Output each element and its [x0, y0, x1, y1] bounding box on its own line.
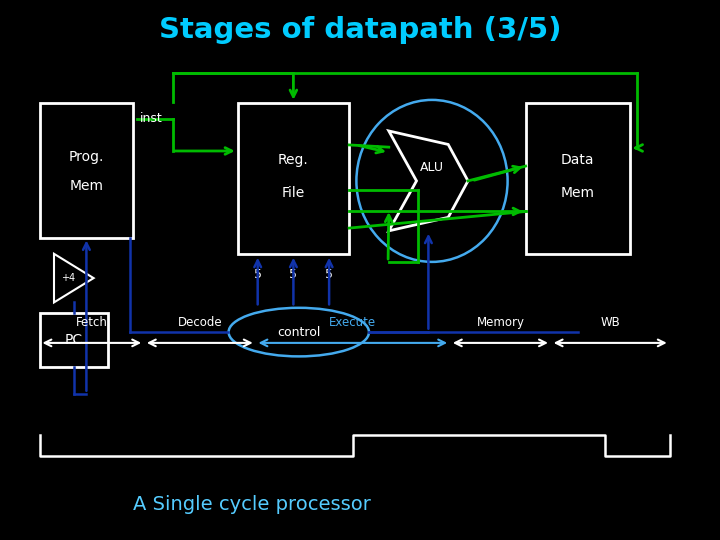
Text: PC: PC [65, 333, 83, 347]
Text: ALU: ALU [420, 161, 444, 174]
Text: +4: +4 [60, 273, 75, 283]
Text: A Single cycle processor: A Single cycle processor [133, 495, 371, 515]
Text: Data: Data [561, 153, 595, 167]
Text: Decode: Decode [178, 316, 222, 329]
Text: Mem: Mem [69, 179, 104, 193]
Text: Mem: Mem [561, 186, 595, 200]
Text: Prog.: Prog. [68, 150, 104, 164]
Text: inst: inst [140, 112, 163, 125]
Text: Memory: Memory [477, 316, 524, 329]
Text: File: File [282, 186, 305, 200]
Text: Fetch: Fetch [76, 316, 108, 329]
Text: WB: WB [600, 316, 620, 329]
Text: Execute: Execute [329, 316, 377, 329]
Text: Reg.: Reg. [278, 153, 309, 167]
Text: control: control [277, 326, 320, 339]
Text: Stages of datapath (3/5): Stages of datapath (3/5) [158, 16, 562, 44]
Text: 5: 5 [289, 268, 297, 281]
Text: 5: 5 [325, 268, 333, 281]
Text: 5: 5 [253, 268, 261, 281]
